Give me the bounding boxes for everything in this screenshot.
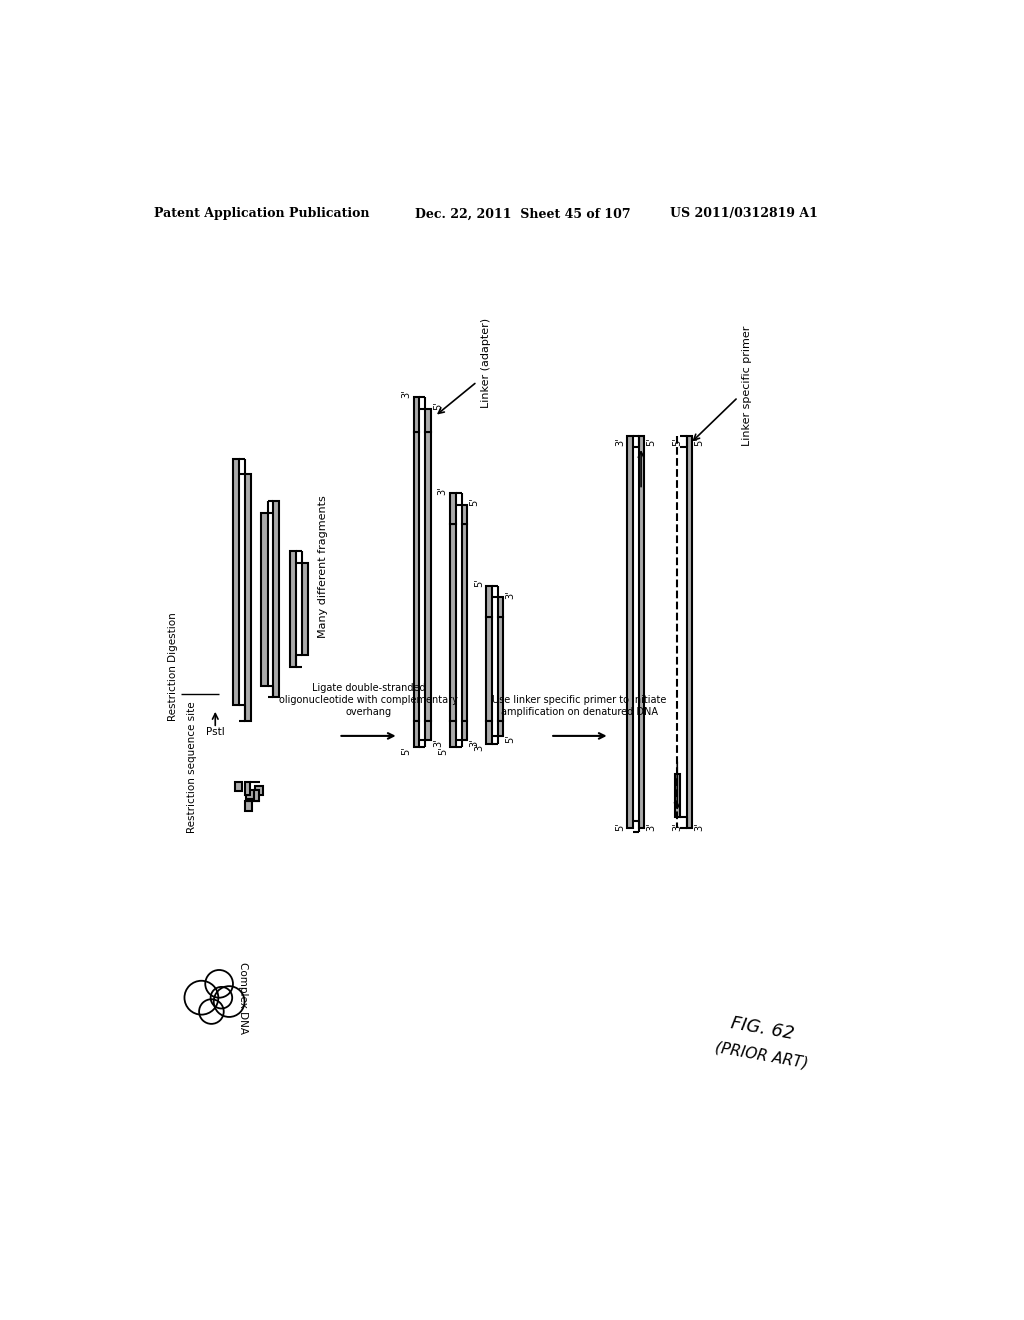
Text: 5': 5' <box>673 437 682 446</box>
Text: Ligate double-stranded
oligonucleotide with complementary
overhang: Ligate double-stranded oligonucleotide w… <box>280 684 458 717</box>
Bar <box>425 409 431 432</box>
Bar <box>273 502 280 697</box>
Bar <box>462 506 467 524</box>
Text: 5': 5' <box>401 746 412 755</box>
Text: PstI: PstI <box>206 727 224 737</box>
Bar <box>498 616 503 721</box>
Text: Linker (adapter): Linker (adapter) <box>481 317 490 408</box>
Text: Restriction Digestion: Restriction Digestion <box>168 612 178 721</box>
Bar <box>628 436 633 829</box>
Text: 5': 5' <box>433 401 443 411</box>
Bar <box>639 436 644 829</box>
Bar <box>301 562 307 655</box>
Text: 5': 5' <box>474 578 484 587</box>
Text: 3': 3' <box>506 590 515 598</box>
Bar <box>675 775 680 817</box>
Bar <box>486 616 492 721</box>
Text: Patent Application Publication: Patent Application Publication <box>154 207 370 220</box>
Text: (PRIOR ART): (PRIOR ART) <box>715 1040 810 1071</box>
Bar <box>255 785 263 795</box>
Text: 3': 3' <box>646 822 656 832</box>
Bar <box>425 721 431 739</box>
Text: 5': 5' <box>646 437 656 446</box>
Text: FIG. 62: FIG. 62 <box>729 1014 795 1043</box>
Bar <box>245 474 251 721</box>
Bar <box>498 598 503 616</box>
Text: Linker specific primer: Linker specific primer <box>742 325 752 446</box>
Bar <box>498 721 503 737</box>
Text: Use linker specific primer to initiate
amplification on denatured DNA: Use linker specific primer to initiate a… <box>493 696 667 717</box>
Text: 5': 5' <box>438 746 447 755</box>
Text: 5': 5' <box>469 498 479 506</box>
Text: 3': 3' <box>474 742 484 751</box>
Text: 3': 3' <box>438 486 447 495</box>
Text: Restriction sequence site: Restriction sequence site <box>187 701 198 833</box>
Bar <box>290 552 296 667</box>
Bar <box>425 432 431 721</box>
Bar <box>233 459 240 705</box>
Text: Complex DNA: Complex DNA <box>239 962 249 1034</box>
Text: 3': 3' <box>433 738 443 747</box>
Bar <box>486 721 492 743</box>
Bar <box>414 721 419 747</box>
Text: 5': 5' <box>614 822 625 832</box>
Bar <box>246 789 254 799</box>
Bar <box>414 432 419 721</box>
Text: US 2011/0312819 A1: US 2011/0312819 A1 <box>670 207 817 220</box>
Text: Dec. 22, 2011  Sheet 45 of 107: Dec. 22, 2011 Sheet 45 of 107 <box>416 207 631 220</box>
Text: 3': 3' <box>694 822 705 832</box>
Bar <box>245 801 252 810</box>
Bar <box>462 721 467 739</box>
Bar <box>451 494 456 524</box>
Text: 5': 5' <box>694 437 705 446</box>
Bar <box>245 781 250 795</box>
Text: 3': 3' <box>469 738 479 747</box>
Bar <box>686 436 692 829</box>
Text: Many different fragments: Many different fragments <box>318 495 329 638</box>
Bar <box>234 781 243 792</box>
Text: 3': 3' <box>673 822 682 832</box>
Text: 5': 5' <box>506 735 515 743</box>
Text: 3': 3' <box>401 389 412 399</box>
Bar <box>451 524 456 721</box>
Bar <box>254 789 259 801</box>
Text: 3': 3' <box>614 437 625 446</box>
Bar <box>451 721 456 747</box>
Bar <box>261 512 267 686</box>
Bar <box>414 397 419 432</box>
Bar <box>462 524 467 721</box>
Bar <box>486 586 492 616</box>
